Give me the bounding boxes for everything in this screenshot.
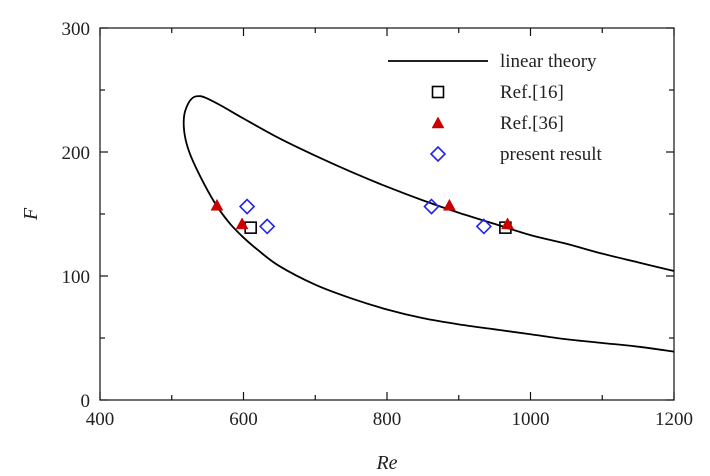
y-tick-label: 100 [62,267,91,288]
diamond-marker [475,218,492,235]
x-tick-label: 1200 [655,409,693,430]
y-axis-title: F [20,207,42,221]
legend: linear theory Ref.[16] Ref.[36] present res… [388,51,603,165]
x-tick-label: 400 [86,409,115,430]
legend-triangle-symbol [431,116,445,129]
legend-label: linear theory [500,51,597,72]
legend-square-symbol [431,85,445,99]
tick-labels: 400 600 800 1000 1200 0 100 200 300 [62,19,694,430]
diamond-marker [423,198,440,215]
legend-label: Ref.[16] [500,82,564,103]
triangle-marker [443,198,456,211]
legend-diamond-symbol [429,145,447,163]
plot-frame [99,27,675,401]
legend-label: Ref.[36] [500,113,564,134]
x-tick-label: 600 [229,409,258,430]
y-tick-label: 300 [62,19,91,40]
y-tick-label: 200 [62,143,91,164]
diamond-marker [238,198,256,215]
series-layer [182,95,675,353]
x-axis-title: Re [375,452,397,474]
triangle-marker [210,198,224,211]
legend-label: present result [500,144,603,165]
x-tick-label: 800 [373,409,402,430]
linear-theory-curve [182,95,675,353]
triangle-marker [501,217,514,230]
y-tick-label: 0 [81,391,91,412]
triangle-marker [235,217,249,230]
diamond-marker [259,218,276,235]
x-tick-label: 1000 [512,409,550,430]
axis-ticks [99,27,675,401]
